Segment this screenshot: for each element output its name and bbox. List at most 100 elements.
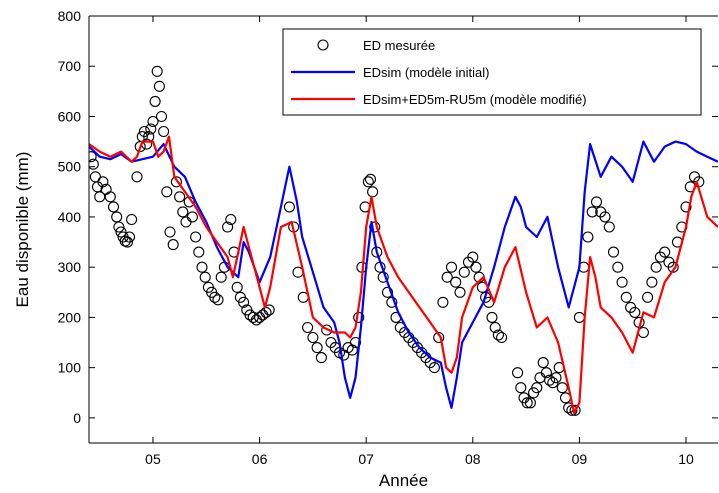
- data-point: [458, 266, 470, 278]
- data-point: [131, 171, 143, 183]
- y-tick-label: 100: [58, 360, 82, 376]
- data-point: [454, 286, 466, 298]
- data-point: [151, 65, 163, 77]
- x-tick-label: 10: [678, 451, 694, 467]
- data-point: [428, 362, 440, 374]
- data-point: [225, 213, 237, 226]
- data-point: [467, 251, 479, 263]
- y-tick-label: 800: [58, 8, 82, 24]
- data-point: [381, 286, 394, 298]
- data-point: [231, 281, 243, 293]
- y-tick-label: 300: [58, 259, 82, 275]
- x-tick-label: 05: [145, 451, 161, 467]
- x-tick-label: 09: [572, 451, 588, 467]
- data-point: [450, 276, 462, 288]
- data-point: [174, 191, 186, 203]
- data-point: [147, 115, 159, 128]
- data-point: [512, 367, 524, 379]
- data-point: [196, 261, 208, 273]
- y-tick-label: 0: [73, 410, 81, 426]
- y-tick-label: 200: [58, 309, 82, 325]
- x-tick-label: 08: [465, 451, 481, 467]
- data-point: [349, 336, 362, 349]
- data-point: [492, 329, 504, 341]
- data-point: [115, 226, 127, 238]
- data-point: [470, 261, 482, 273]
- data-point: [364, 173, 377, 185]
- data-point: [607, 246, 620, 258]
- y-tick-label: 400: [58, 209, 82, 225]
- data-point: [667, 261, 679, 273]
- data-point: [315, 352, 327, 364]
- y-axis-title: Eau disponible (mm): [13, 152, 32, 308]
- axes: 0 100 200 300 400 500 600 700 800 05 06 07 08 09 10: [58, 8, 718, 467]
- data-point: [209, 291, 221, 303]
- data-point: [582, 231, 594, 243]
- data-point: [521, 397, 533, 409]
- data-point: [612, 261, 624, 273]
- data-point: [89, 151, 97, 163]
- data-point: [149, 95, 161, 107]
- data-point: [212, 294, 224, 306]
- data-point: [556, 382, 568, 394]
- data-point: [537, 357, 549, 369]
- data-point: [369, 221, 381, 233]
- data-point: [590, 196, 603, 208]
- data-point: [170, 176, 182, 188]
- data-point: [362, 176, 374, 188]
- data-point: [307, 331, 319, 344]
- data-point: [104, 191, 116, 203]
- data-point: [164, 226, 176, 238]
- data-point: [629, 306, 641, 318]
- data-point: [515, 382, 527, 394]
- y-tick-label: 600: [58, 108, 82, 124]
- data-point: [659, 246, 671, 258]
- data-point: [153, 80, 165, 92]
- x-tick-label: 06: [252, 451, 268, 467]
- data-point: [569, 404, 581, 416]
- data-point: [620, 291, 632, 303]
- data-point: [111, 211, 123, 223]
- data-point: [263, 304, 275, 316]
- data-point: [586, 206, 598, 218]
- data-point: [550, 372, 562, 384]
- y-tick-label: 700: [58, 58, 82, 74]
- data-point: [161, 186, 173, 198]
- legend-label: ED mesurée: [363, 38, 435, 53]
- data-point: [433, 331, 445, 344]
- data-point: [437, 296, 449, 308]
- data-point: [177, 206, 189, 218]
- y-tick-label: 500: [58, 159, 82, 175]
- legend: ED mesurée EDsim (modèle initial) EDsim+ED…: [282, 28, 702, 116]
- data-point: [155, 110, 168, 123]
- x-tick-label: 07: [358, 451, 374, 467]
- data-point: [238, 296, 250, 308]
- data-point: [121, 236, 133, 248]
- data-point: [97, 176, 109, 188]
- data-point: [650, 261, 662, 273]
- data-point: [642, 291, 654, 303]
- data-point: [158, 125, 170, 138]
- data-point: [167, 239, 179, 251]
- data-point: [199, 271, 211, 283]
- data-point: [193, 246, 205, 258]
- data-point: [680, 201, 692, 213]
- data-point: [302, 321, 314, 334]
- data-point: [190, 231, 202, 243]
- data-point: [123, 231, 136, 243]
- legend-label: EDsim (modèle initial): [363, 65, 489, 80]
- x-axis-title: Année: [379, 471, 428, 490]
- data-point: [489, 321, 501, 334]
- data-point: [94, 191, 106, 203]
- data-point: [603, 221, 615, 233]
- data-point: [222, 221, 234, 233]
- data-point: [346, 344, 358, 356]
- data-point: [599, 211, 611, 223]
- data-point: [311, 342, 323, 354]
- data-point: [486, 311, 498, 323]
- data-point: [107, 201, 120, 213]
- data-point: [441, 271, 453, 283]
- data-point: [186, 211, 198, 223]
- data-point: [283, 201, 295, 213]
- plot-area: [89, 65, 718, 416]
